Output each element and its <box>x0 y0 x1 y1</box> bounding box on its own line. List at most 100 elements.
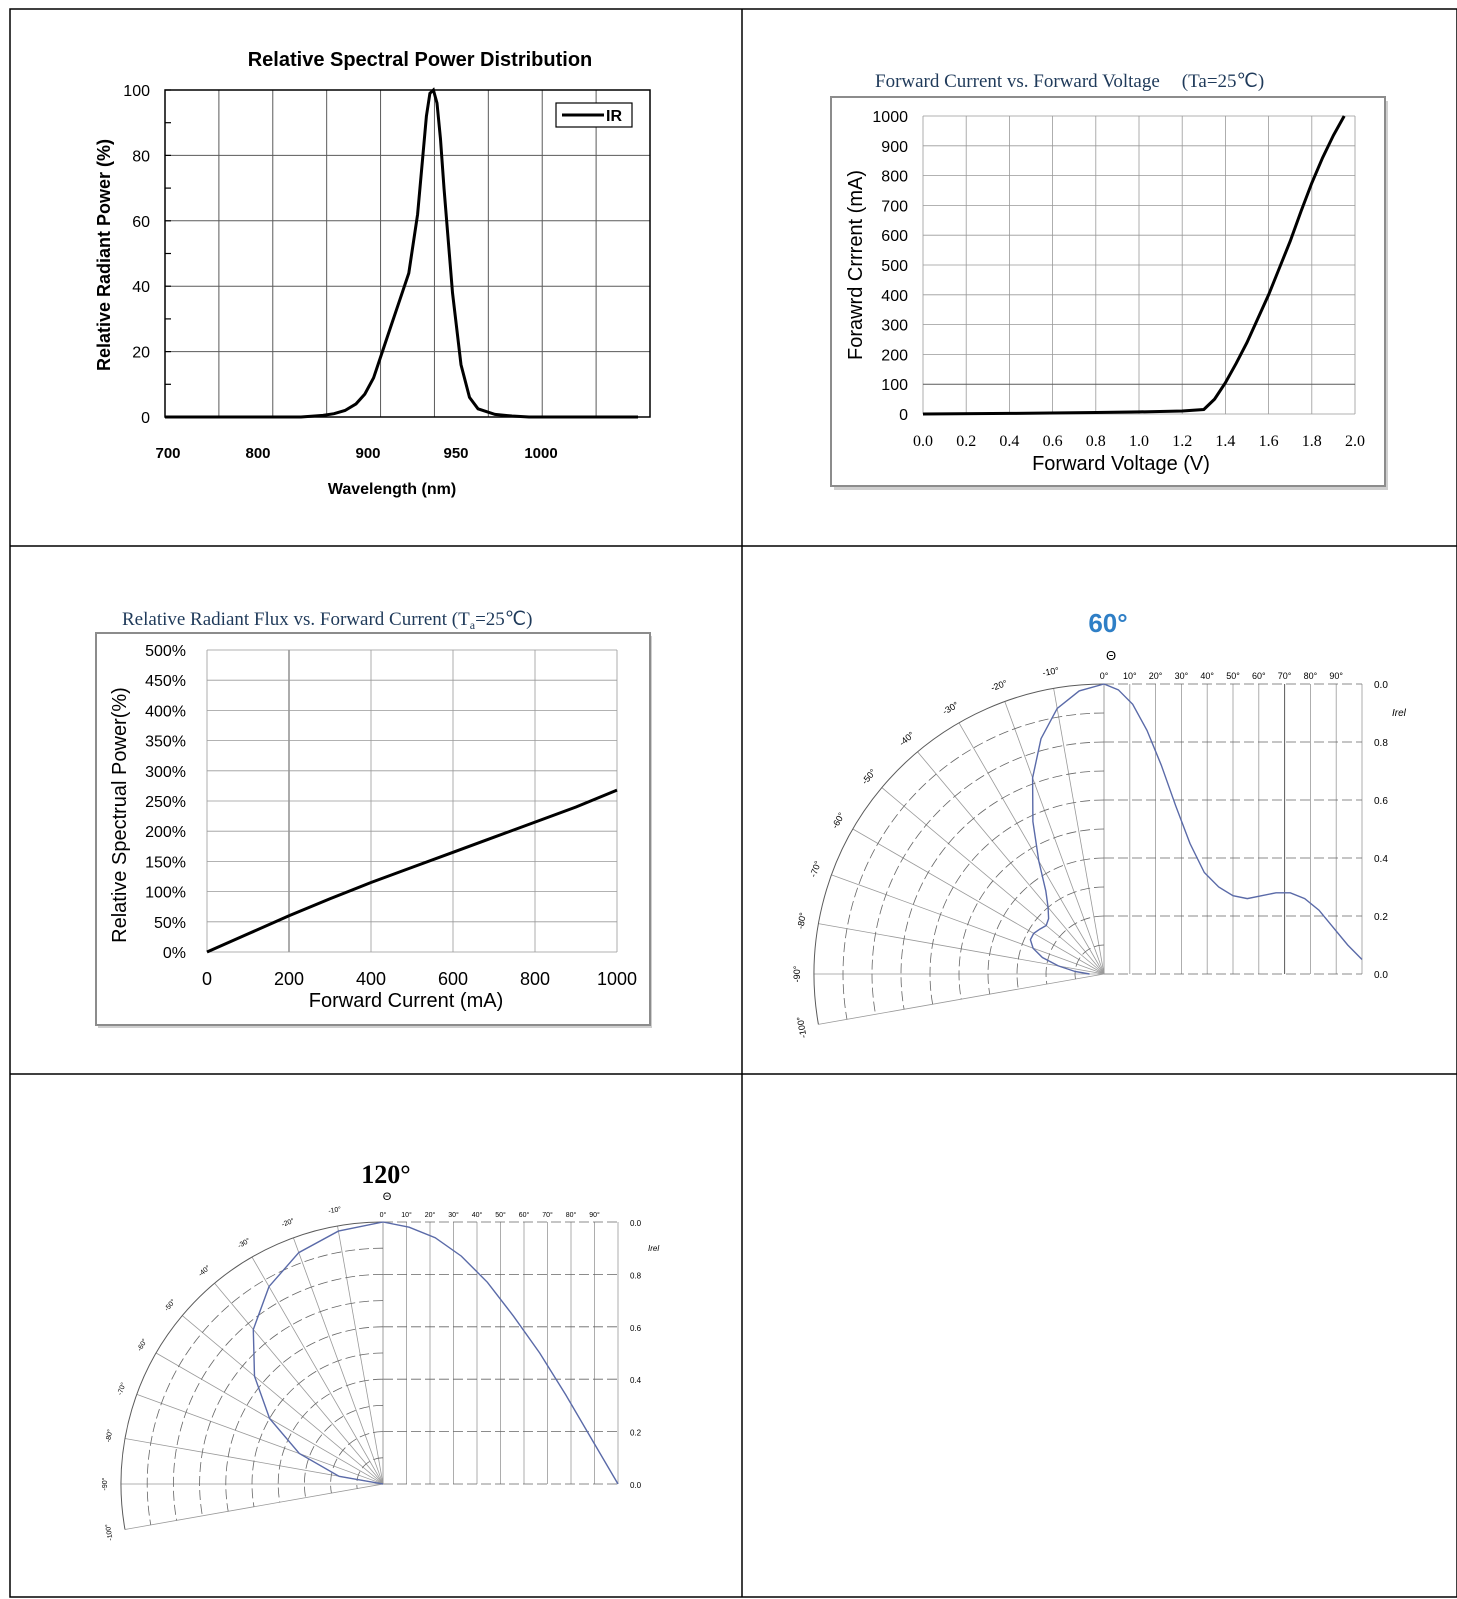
polar-arc <box>146 1247 384 1526</box>
r-tick-label: 0.0 <box>1374 970 1388 981</box>
pattern-curve-polar <box>252 1221 384 1485</box>
angle-tick-label: -70° <box>116 1381 128 1396</box>
angle-tick-label: 10° <box>1123 671 1137 681</box>
x-tick-label: 1000 <box>597 969 637 989</box>
x-axis-label: Forward Voltage (V) <box>1032 453 1210 475</box>
angle-tick-label: -20° <box>280 1217 295 1229</box>
theta-label: Θ <box>1106 648 1116 663</box>
x-tick-label: 1.2 <box>1172 433 1192 450</box>
y-tick-label: 200% <box>145 824 186 841</box>
angle-tick-label: -20° <box>989 678 1008 693</box>
angle-tick-label: -100° <box>104 1523 115 1541</box>
x-tick-label: 1000 <box>524 445 557 462</box>
y-axis-label: Relative Radiant Power (%) <box>94 139 114 371</box>
angle-tick-label: 40° <box>472 1211 483 1219</box>
polar-arc <box>277 1378 384 1503</box>
x-tick-label: 1.8 <box>1302 433 1322 450</box>
x-axis-label: Forward Current (mA) <box>309 990 503 1012</box>
polar-arc <box>813 683 1105 1025</box>
angle-tick-label: -50° <box>163 1298 178 1313</box>
angle-tick-label: 60° <box>519 1211 530 1219</box>
chart-title: Relative Spectral Power Distribution <box>248 49 593 71</box>
r-tick-label: 0.0 <box>630 1481 642 1490</box>
r-tick-label: 0.8 <box>630 1271 642 1280</box>
theta-label: Θ <box>383 1191 392 1203</box>
polar-arc <box>1016 886 1105 990</box>
angle-tick-label: -10° <box>1042 665 1060 678</box>
y-tick-label: 1000 <box>872 109 908 126</box>
angle-tick-label: 90° <box>589 1211 600 1219</box>
y-tick-label: 20 <box>132 345 150 362</box>
x-tick-label: 0.0 <box>913 433 933 450</box>
x-tick-labels: 700 800 900 950 1000 <box>155 445 557 462</box>
polar-arc <box>251 1352 384 1507</box>
r-axis-label: Irel <box>648 1244 659 1253</box>
angle-tick-label: 80° <box>566 1211 577 1219</box>
x-tick-label: 1.0 <box>1129 433 1149 450</box>
r-tick-label: 0.2 <box>630 1429 642 1438</box>
angle-tick-label: -80° <box>104 1428 114 1442</box>
radiation-pattern-60-chart: 60° Θ 0.0 0.8 0.6 0.4 0.2 0.0 Irel 0° 10° 20° 30° 4… <box>792 608 1407 1039</box>
x-tick-label: 0.6 <box>1043 433 1063 450</box>
polar-arc <box>199 1300 384 1516</box>
x-tick-label: 400 <box>356 969 386 989</box>
y-tick-label: 50% <box>154 915 186 932</box>
y-tick-label: 80 <box>132 148 150 165</box>
plot-area <box>164 89 651 418</box>
chart-grid <box>922 115 1356 415</box>
y-tick-label: 300% <box>145 764 186 781</box>
y-tick-label: 100 <box>881 377 908 394</box>
x-tick-labels: 0.0 0.2 0.4 0.6 0.8 1.0 1.2 1.4 1.6 1.8 2.0 <box>913 433 1365 450</box>
pattern-curve-polar <box>1029 683 1105 975</box>
polar-radial-line <box>251 1256 384 1485</box>
y-tick-label: 350% <box>145 734 186 751</box>
angle-tick-label: 30° <box>448 1211 459 1219</box>
y-tick-label: 300 <box>881 318 908 335</box>
angle-tick-label: 90° <box>1329 671 1343 681</box>
y-tick-label: 500 <box>881 258 908 275</box>
y-tick-label: 450% <box>145 673 186 690</box>
y-tick-label: 0% <box>163 945 186 962</box>
angle-tick-label: 50° <box>1226 671 1240 681</box>
r-tick-label: 0.6 <box>1374 796 1388 807</box>
series-line-ir <box>165 87 638 419</box>
chart-title: 120° <box>361 1160 410 1189</box>
angle-tick-label: 10° <box>401 1211 412 1219</box>
y-tick-label: 800 <box>881 169 908 186</box>
radiation-pattern-120-chart: 120° Θ 0.0 0.8 0.6 0.4 0.2 0.0 Irel 0° 10° 20° 30°… <box>101 1160 659 1541</box>
polar-plot: 0.0 0.8 0.6 0.4 0.2 0.0 Irel 0° 10° 20° 30° 40° 50° 6… <box>101 1205 659 1541</box>
polar-arc <box>929 799 1105 1005</box>
angle-tick-label: 0° <box>1100 671 1109 681</box>
y-tick-labels: 500% 450% 400% 350% 300% 250% 200% 150% 100% 50% 0… <box>145 643 186 962</box>
y-tick-label: 150% <box>145 854 186 871</box>
x-tick-label: 1.6 <box>1259 433 1279 450</box>
angle-tick-label: -70° <box>808 859 823 878</box>
legend: IR <box>555 102 633 128</box>
angle-tick-label: 50° <box>495 1211 506 1219</box>
angle-tick-label: -60° <box>830 810 847 830</box>
angle-tick-label: -40° <box>897 729 916 748</box>
x-tick-label: 700 <box>155 445 180 462</box>
polar-radial-line <box>852 828 1105 975</box>
pattern-curve-cartesian <box>1103 683 1363 960</box>
angle-tick-label: 80° <box>1304 671 1318 681</box>
polar-arc <box>842 712 1105 1020</box>
chart-title: Forward Current vs. Forward Voltage (Ta=2… <box>875 71 1264 92</box>
angle-tick-label: -10° <box>328 1205 342 1215</box>
radiant-flux-current-chart: Relative Radiant Flux vs. Forward Curren… <box>95 609 652 1028</box>
polar-arc <box>356 1457 384 1489</box>
y-tick-label: 900 <box>881 139 908 156</box>
x-tick-label: 2.0 <box>1345 433 1365 450</box>
x-tick-label: 200 <box>274 969 304 989</box>
polar-arc <box>1074 944 1105 980</box>
angle-tick-label: 40° <box>1200 671 1214 681</box>
x-tick-label: 800 <box>245 445 270 462</box>
chart-title-end: =25℃) <box>475 609 532 630</box>
y-tick-label: 100 <box>123 83 150 100</box>
angle-tick-label: -90° <box>101 1477 109 1490</box>
y-tick-label: 400% <box>145 703 186 720</box>
x-tick-label: 950 <box>443 445 468 462</box>
polar-arc <box>987 857 1105 995</box>
